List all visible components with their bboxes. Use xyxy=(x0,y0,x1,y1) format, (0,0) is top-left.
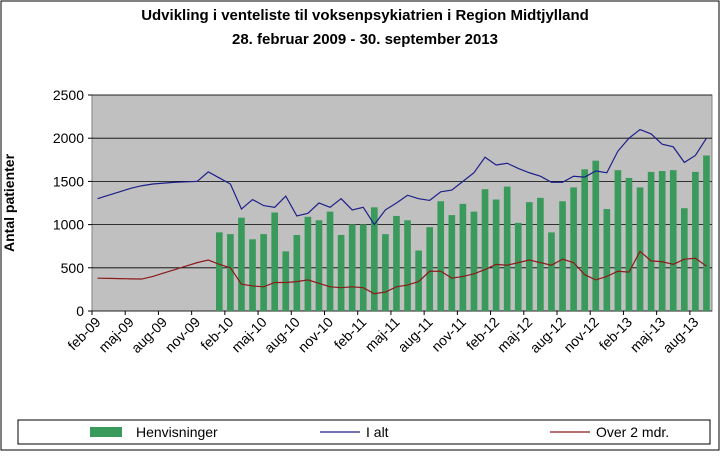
bar xyxy=(437,201,445,311)
bar xyxy=(603,209,611,311)
bar xyxy=(614,170,622,311)
bar xyxy=(514,222,522,311)
bar xyxy=(260,234,267,311)
bar xyxy=(249,239,256,311)
line xyxy=(97,250,707,295)
bar xyxy=(282,251,290,311)
bar xyxy=(337,234,345,311)
bar xyxy=(415,250,422,311)
bar xyxy=(382,234,389,311)
bar xyxy=(304,216,312,311)
chart-title: Udvikling i venteliste til voksenpsykiat… xyxy=(141,7,589,24)
y-tick-label: 1500 xyxy=(53,173,84,189)
bar xyxy=(404,220,411,311)
legend-label: Henvisninger xyxy=(136,424,218,440)
chart-subtitle: 28. februar 2009 - 30. september 2013 xyxy=(232,31,498,48)
legend-label: Over 2 mdr. xyxy=(596,424,669,440)
legend-label: I alt xyxy=(366,424,389,440)
bar xyxy=(592,160,600,311)
line xyxy=(97,128,707,226)
bar xyxy=(647,171,655,311)
legend-box xyxy=(17,419,711,445)
bar xyxy=(636,187,644,311)
bar xyxy=(526,202,533,311)
bar xyxy=(426,227,433,311)
bar xyxy=(238,217,245,311)
bar xyxy=(481,189,489,311)
bar xyxy=(315,220,323,311)
bar xyxy=(470,211,478,311)
bar xyxy=(581,169,588,311)
y-tick-label: 1000 xyxy=(53,217,84,233)
bar xyxy=(669,170,677,311)
y-tick-label: 2000 xyxy=(53,130,84,146)
bar xyxy=(692,171,699,311)
bar xyxy=(537,197,544,311)
bar xyxy=(448,215,456,311)
y-tick-label: 2500 xyxy=(53,87,84,103)
bar xyxy=(703,155,710,311)
bar xyxy=(371,207,378,311)
y-axis-label: Antal patienter xyxy=(1,153,17,252)
bar xyxy=(459,203,467,311)
legend-swatch xyxy=(90,427,122,437)
bar xyxy=(503,186,511,311)
y-tick-label: 500 xyxy=(61,260,85,276)
bar xyxy=(326,211,334,311)
bar xyxy=(393,215,400,311)
bar xyxy=(570,187,577,311)
bar xyxy=(492,199,500,311)
bar xyxy=(625,177,633,311)
bar xyxy=(216,232,223,311)
y-tick-label: 0 xyxy=(76,303,84,319)
bar xyxy=(227,234,234,311)
bar xyxy=(548,232,555,311)
bar xyxy=(293,234,301,311)
bar xyxy=(348,224,356,311)
bar xyxy=(271,212,278,311)
bar xyxy=(559,201,566,311)
bar xyxy=(359,224,367,311)
bar xyxy=(658,171,666,311)
